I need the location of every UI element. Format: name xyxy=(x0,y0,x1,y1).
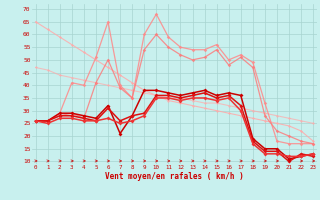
X-axis label: Vent moyen/en rafales ( km/h ): Vent moyen/en rafales ( km/h ) xyxy=(105,172,244,181)
